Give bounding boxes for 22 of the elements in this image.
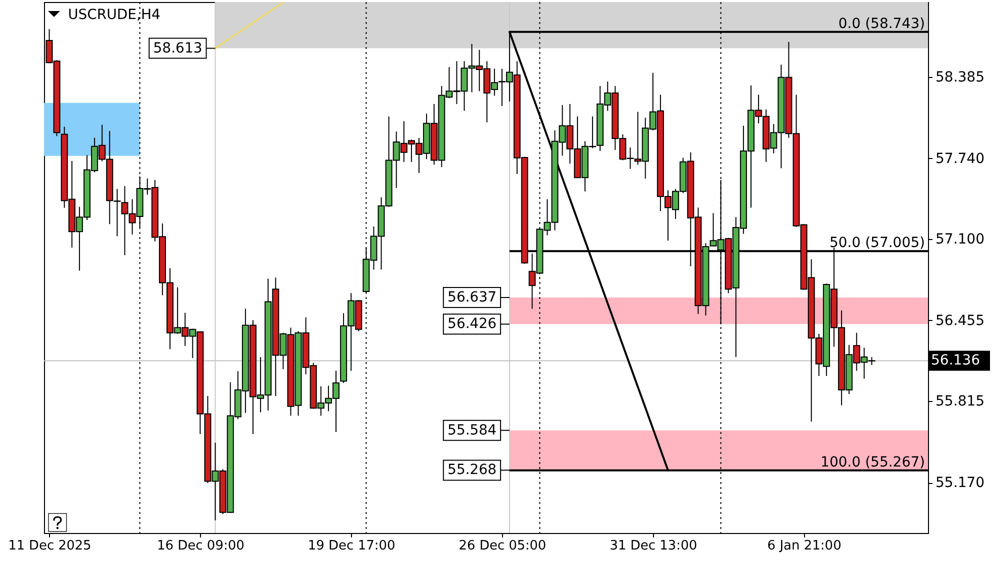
annotation: 56.426 bbox=[448, 316, 497, 332]
x-tick-label: 11 Dec 2025 bbox=[8, 538, 92, 554]
y-tick-label: 57.740 bbox=[936, 150, 984, 167]
annotation: 58.613 bbox=[153, 40, 202, 56]
y-tick-label: 55.815 bbox=[936, 394, 984, 410]
y-tick-label: 55.170 bbox=[936, 475, 984, 492]
x-tick-label: 31 Dec 13:00 bbox=[610, 538, 698, 554]
annotation: 55.584 bbox=[448, 422, 497, 438]
x-tick-label: 26 Dec 05:00 bbox=[458, 538, 546, 554]
ref-line-label: 100.0 (55.267) bbox=[820, 454, 925, 470]
x-tick-label: 16 Dec 09:00 bbox=[156, 538, 244, 554]
chart-title: USCRUDE,H4 bbox=[68, 7, 160, 23]
ref-line-label: 0.0 (58.743) bbox=[838, 16, 925, 32]
ref-line-label: 56.136 bbox=[931, 352, 980, 369]
x-tick-label: 19 Dec 17:00 bbox=[308, 538, 396, 554]
y-tick-label: 57.100 bbox=[936, 232, 984, 248]
ref-line-label: 50.0 (57.005) bbox=[829, 235, 925, 252]
annotation: 56.637 bbox=[448, 290, 497, 306]
y-tick-label: 58.385 bbox=[936, 70, 984, 86]
annotation: 55.268 bbox=[448, 462, 497, 478]
x-tick-label: 6 Jan 21:00 bbox=[767, 538, 842, 554]
y-tick-label: 56.455 bbox=[936, 312, 984, 329]
